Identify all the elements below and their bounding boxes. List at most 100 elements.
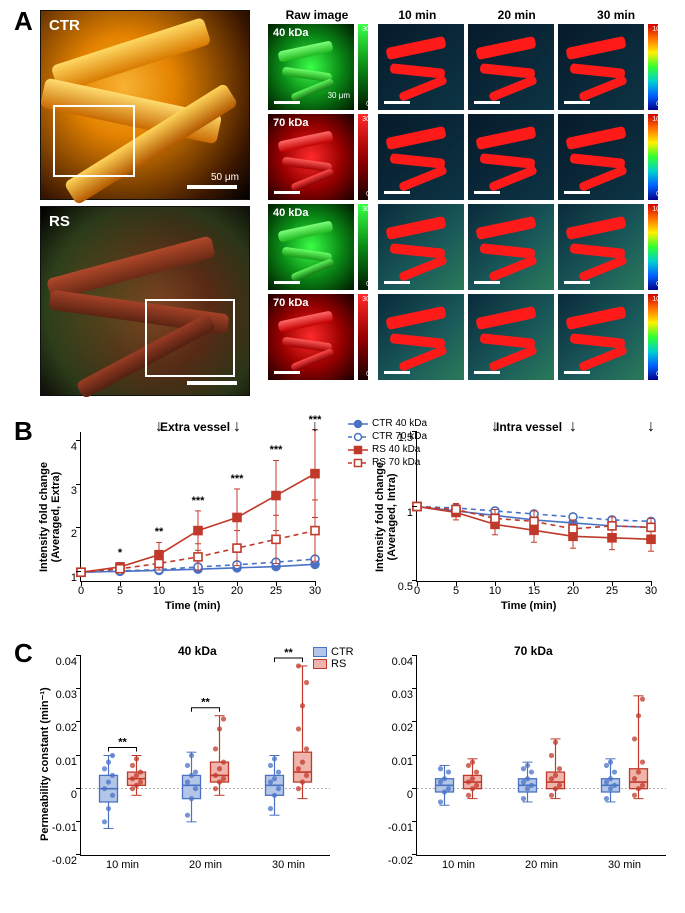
raw-image-cell: 40 kDa30 μm [268, 24, 354, 110]
ctr-roi-box [53, 105, 135, 177]
heatmap-cell [558, 204, 644, 290]
scalebar-icon [474, 281, 500, 284]
xtick: 20 min [189, 855, 222, 871]
ytick: 0.02 [56, 722, 81, 734]
significance-marker: * [118, 547, 122, 559]
scalebar-icon [274, 101, 300, 104]
scalebar-icon [384, 101, 410, 104]
scalebar-icon [474, 371, 500, 374]
scalebar-icon [274, 281, 300, 284]
legend-ctr: CTR [313, 646, 354, 658]
colorbar: 300Intensity (A.U.) [358, 204, 368, 290]
intra-vessel-chart: Intra vessel 0.511.5051015202530↓↓↓ Time… [416, 432, 651, 582]
colorbar-jet: 100Intensity (A.U.) [648, 114, 658, 200]
extra-vessel-chart: Extra vessel 1234051015202530↓↓↓********… [80, 432, 315, 582]
extra-vessel-plot-area: 1234051015202530↓↓↓*************** [80, 432, 315, 582]
heatmap-cell [378, 204, 464, 290]
intra-vessel-plot-area: 0.511.5051015202530↓↓↓ [416, 432, 651, 582]
ytick: 0.04 [392, 656, 417, 668]
scalebar-icon [274, 371, 300, 374]
colorbar-jet: 100Intensity (A.U.) [648, 204, 658, 290]
svg-text:**: ** [201, 697, 210, 709]
boxchart-40-svg: ****** [81, 656, 330, 855]
significance-marker: *** [192, 495, 205, 507]
heatmap-cell [468, 24, 554, 110]
boxchart-70-area: -0.02-0.0100.010.020.030.0410 min20 min3… [416, 656, 666, 856]
xtick: 30 min [608, 855, 641, 871]
ytick: 4 [71, 441, 81, 453]
legend-label: RS 40 kDa [372, 444, 420, 455]
heatmap-cell [558, 294, 644, 380]
colorbar-jet: 100Intensity (A.U.) [648, 294, 658, 380]
heatmap-cell [468, 294, 554, 380]
boxchart-40kda: 40 kDa ****** -0.02-0.0100.010.020.030.0… [80, 656, 330, 856]
scalebar-icon [384, 281, 410, 284]
colorbar: 300Intensity (A.U.) [358, 294, 368, 380]
rs-main-image: RS [40, 206, 250, 396]
extra-vessel-xlabel: Time (min) [165, 600, 220, 612]
colorbar: 300Intensity (A.U.) [358, 114, 368, 200]
col-header-10: 10 min [369, 8, 465, 22]
raw-image-cell: 70 kDa [268, 114, 354, 200]
intra-vessel-xlabel: Time (min) [501, 600, 556, 612]
ytick: 0.04 [56, 656, 81, 668]
panel-b: Extra vessel 1234051015202530↓↓↓********… [18, 420, 668, 630]
legend-item: RS 70 kDa [348, 457, 427, 468]
arrow-down-icon: ↓ [647, 418, 655, 436]
panel-a-column-headers: Raw image 10 min 20 min 30 min [268, 8, 664, 22]
panel-b-legend: CTR 40 kDaCTR 70 kDaRS 40 kDaRS 70 kDa [348, 418, 427, 470]
colorbar-jet: 100Intensity (A.U.) [648, 24, 658, 110]
ytick: -0.01 [388, 822, 417, 834]
ytick: -0.02 [52, 855, 81, 867]
scalebar-icon [474, 101, 500, 104]
scalebar-icon [564, 281, 590, 284]
ytick: 0 [407, 789, 417, 801]
ytick: 0 [71, 789, 81, 801]
xtick: 10 min [106, 855, 139, 871]
ytick: -0.01 [52, 822, 81, 834]
arrow-down-icon: ↓ [569, 418, 577, 436]
heatmap-cell [378, 114, 464, 200]
panel-c: 40 kDa ****** -0.02-0.0100.010.020.030.0… [18, 642, 668, 902]
scalebar-icon [474, 191, 500, 194]
ytick: 1 [407, 507, 417, 519]
scalebar-icon [384, 371, 410, 374]
legend-label: CTR 40 kDa [372, 418, 427, 429]
ytick: 3 [71, 485, 81, 497]
ytick: -0.02 [388, 855, 417, 867]
intra-vessel-svg [417, 432, 651, 581]
significance-marker: ** [155, 526, 164, 538]
ctr-scalebar-text: 50 μm [211, 172, 239, 183]
panel-a-image-grid: 40 kDa30 μm 300Intensity (A.U.) 100Intensi… [268, 24, 660, 384]
heatmap-cell [558, 114, 644, 200]
legend-item: RS 40 kDa [348, 444, 427, 455]
significance-marker: *** [231, 473, 244, 485]
heatmap-cell [558, 24, 644, 110]
legend-label: RS 70 kDa [372, 457, 420, 468]
extra-vessel-ylabel: Intensity fold change (Averaged, Extra) [38, 462, 62, 572]
scalebar-icon [564, 101, 590, 104]
ctr-label: CTR [49, 17, 80, 34]
scalebar-icon [564, 371, 590, 374]
heatmap-cell [468, 204, 554, 290]
rs-roi-box [145, 299, 235, 377]
ytick: 0.03 [56, 689, 81, 701]
boxchart-40-ylabel: Permeability constant (min⁻¹) [38, 687, 51, 841]
svg-text:**: ** [118, 737, 127, 749]
raw-image-cell: 40 kDa [268, 204, 354, 290]
colorbar: 300Intensity (A.U.) [358, 24, 368, 110]
arrow-down-icon: ↓ [233, 418, 241, 436]
intra-vessel-ylabel: Intensity fold change (Averaged, Intra) [374, 462, 398, 572]
xtick: 10 min [442, 855, 475, 871]
significance-marker: *** [270, 444, 283, 456]
ytick: 0.02 [392, 722, 417, 734]
ctr-main-image: CTR 50 μm [40, 10, 250, 200]
col-header-20: 20 min [469, 8, 565, 22]
xtick: 20 min [525, 855, 558, 871]
boxchart-40-area: ****** -0.02-0.0100.010.020.030.0410 min… [80, 656, 330, 856]
col-header-raw: Raw image [268, 8, 366, 22]
rs-label: RS [49, 213, 70, 230]
scalebar-icon [564, 191, 590, 194]
panel-a: CTR 50 μm RS Raw image 10 min 20 min 30 … [18, 10, 668, 405]
arrow-down-icon: ↓ [491, 418, 499, 436]
